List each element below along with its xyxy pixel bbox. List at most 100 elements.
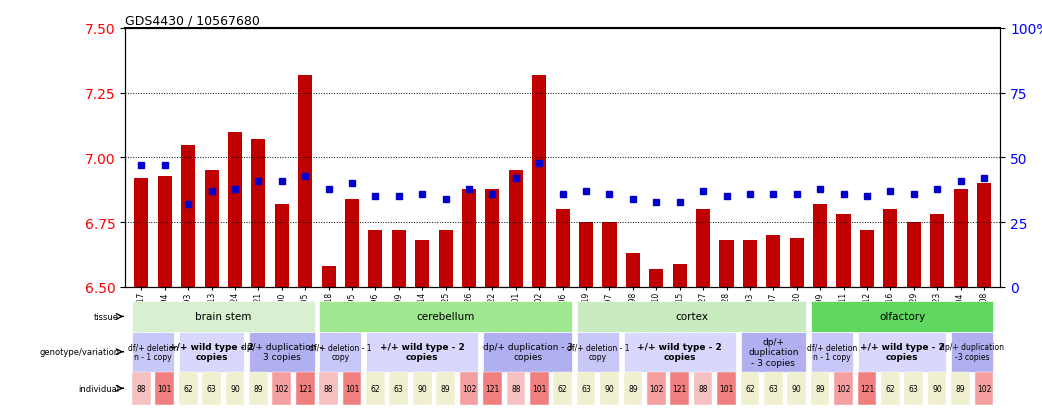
Text: 89: 89 <box>815 384 825 393</box>
Bar <box>508 171 523 287</box>
Text: brain stem: brain stem <box>195 312 251 322</box>
Text: dp/+ duplication
-3 copies: dp/+ duplication -3 copies <box>940 342 1004 361</box>
Bar <box>462 189 476 287</box>
FancyBboxPatch shape <box>179 372 198 405</box>
Bar <box>743 241 756 287</box>
Bar <box>275 204 289 287</box>
Bar <box>416 241 429 287</box>
Text: 62: 62 <box>886 384 895 393</box>
FancyBboxPatch shape <box>623 332 736 372</box>
Bar <box>134 179 148 287</box>
FancyBboxPatch shape <box>670 372 689 405</box>
Bar <box>696 210 710 287</box>
FancyBboxPatch shape <box>741 372 760 405</box>
FancyBboxPatch shape <box>858 372 876 405</box>
Bar <box>719 241 734 287</box>
FancyBboxPatch shape <box>226 372 245 405</box>
Text: 121: 121 <box>486 384 499 393</box>
Text: 121: 121 <box>298 384 313 393</box>
FancyBboxPatch shape <box>927 372 946 405</box>
Text: df/+ deletion
n - 1 copy: df/+ deletion n - 1 copy <box>807 342 857 361</box>
FancyBboxPatch shape <box>788 372 807 405</box>
Text: 90: 90 <box>604 384 615 393</box>
Text: 62: 62 <box>371 384 380 393</box>
FancyBboxPatch shape <box>413 372 431 405</box>
Bar <box>790 238 803 287</box>
Bar <box>837 215 850 287</box>
FancyBboxPatch shape <box>132 332 174 372</box>
Bar <box>486 189 499 287</box>
FancyBboxPatch shape <box>249 372 268 405</box>
Bar <box>555 210 570 287</box>
Text: 63: 63 <box>581 384 591 393</box>
Text: 89: 89 <box>441 384 450 393</box>
Text: 101: 101 <box>345 384 359 393</box>
Text: 101: 101 <box>157 384 172 393</box>
Text: dp/+ duplication -
3 copies: dp/+ duplication - 3 copies <box>241 342 323 361</box>
Text: 102: 102 <box>976 384 991 393</box>
Text: 89: 89 <box>253 384 264 393</box>
Text: 89: 89 <box>628 384 638 393</box>
Bar <box>649 269 664 287</box>
Text: 102: 102 <box>649 384 664 393</box>
Bar <box>813 204 827 287</box>
Bar <box>251 140 266 287</box>
Bar <box>931 215 944 287</box>
Bar <box>345 199 359 287</box>
FancyBboxPatch shape <box>880 372 899 405</box>
Bar <box>884 210 897 287</box>
FancyBboxPatch shape <box>319 332 362 372</box>
Bar <box>298 76 313 287</box>
Text: 88: 88 <box>512 384 521 393</box>
Text: +/+ wild type - 2
copies: +/+ wild type - 2 copies <box>860 342 944 361</box>
Text: 89: 89 <box>956 384 965 393</box>
FancyBboxPatch shape <box>319 372 338 405</box>
FancyBboxPatch shape <box>179 332 245 372</box>
FancyBboxPatch shape <box>694 372 713 405</box>
Bar <box>766 235 780 287</box>
FancyBboxPatch shape <box>132 372 151 405</box>
Bar <box>157 176 172 287</box>
Text: cerebellum: cerebellum <box>417 312 475 322</box>
Text: df/+ deletion - 1
copy: df/+ deletion - 1 copy <box>309 342 372 361</box>
Text: +/+ wild type - 2
copies: +/+ wild type - 2 copies <box>169 342 254 361</box>
Text: 62: 62 <box>183 384 193 393</box>
Text: 101: 101 <box>532 384 546 393</box>
FancyBboxPatch shape <box>811 301 993 332</box>
FancyBboxPatch shape <box>506 372 525 405</box>
Text: 102: 102 <box>837 384 850 393</box>
FancyBboxPatch shape <box>343 372 362 405</box>
FancyBboxPatch shape <box>553 372 572 405</box>
Text: 121: 121 <box>860 384 874 393</box>
FancyBboxPatch shape <box>835 372 853 405</box>
Bar <box>977 184 991 287</box>
FancyBboxPatch shape <box>576 372 595 405</box>
Text: 88: 88 <box>137 384 146 393</box>
FancyBboxPatch shape <box>483 372 502 405</box>
FancyBboxPatch shape <box>647 372 666 405</box>
FancyBboxPatch shape <box>741 332 807 372</box>
FancyBboxPatch shape <box>530 372 549 405</box>
FancyBboxPatch shape <box>366 332 478 372</box>
Bar <box>228 132 242 287</box>
Text: 62: 62 <box>745 384 754 393</box>
Text: dp/+
duplication
- 3 copies: dp/+ duplication - 3 copies <box>748 337 798 367</box>
Text: 121: 121 <box>672 384 687 393</box>
Bar <box>673 264 687 287</box>
FancyBboxPatch shape <box>319 301 572 332</box>
Bar <box>204 171 219 287</box>
Bar <box>602 223 617 287</box>
FancyBboxPatch shape <box>811 372 829 405</box>
Bar <box>953 189 968 287</box>
Text: 102: 102 <box>275 384 289 393</box>
FancyBboxPatch shape <box>155 372 174 405</box>
FancyBboxPatch shape <box>600 372 619 405</box>
Bar <box>322 267 336 287</box>
FancyBboxPatch shape <box>366 372 384 405</box>
FancyBboxPatch shape <box>202 372 221 405</box>
Bar <box>532 76 546 287</box>
Text: df/+ deletion
n - 1 copy: df/+ deletion n - 1 copy <box>128 342 178 361</box>
FancyBboxPatch shape <box>576 301 807 332</box>
FancyBboxPatch shape <box>764 372 783 405</box>
Text: 90: 90 <box>418 384 427 393</box>
